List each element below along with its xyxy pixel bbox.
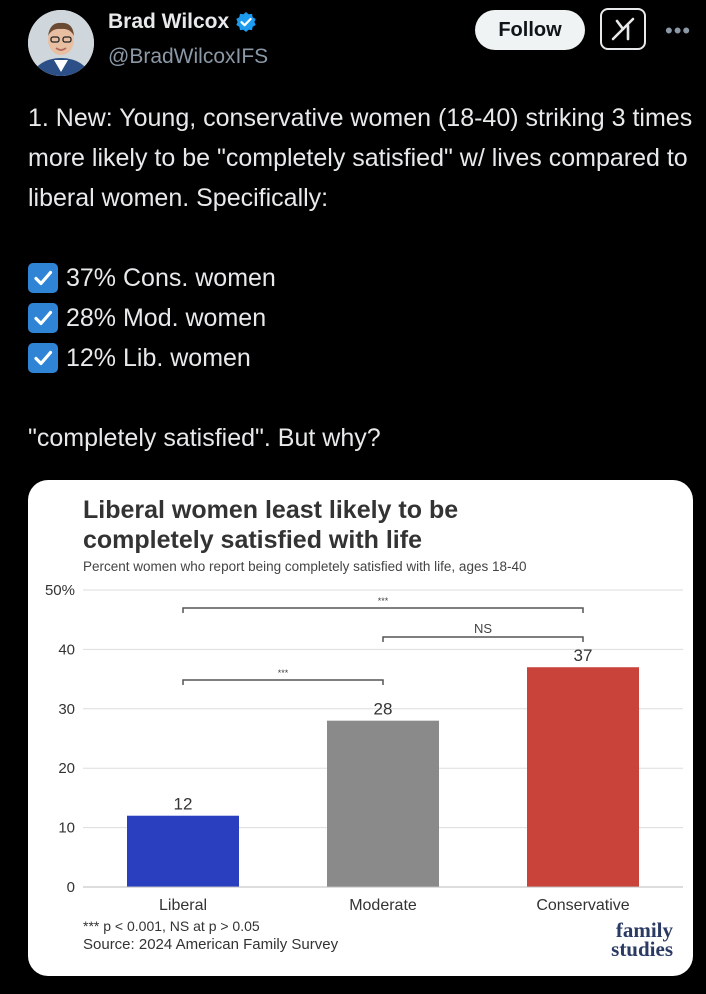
chart-title-line2: completely satisfied with life [83, 526, 422, 554]
logo-line1: family [616, 918, 674, 942]
x-tick-label: Conservative [536, 897, 629, 914]
bar-value-label: 37 [574, 646, 593, 665]
y-tick-label: 20 [58, 760, 75, 777]
x-tick-label: Moderate [349, 897, 417, 914]
check-item: 28% Mod. women [28, 298, 698, 338]
more-options-icon[interactable]: ••• [665, 18, 692, 43]
verified-badge-icon [235, 11, 257, 33]
logo-line2: studies [611, 937, 673, 961]
author-name-row: Brad Wilcox [108, 10, 257, 34]
significance-label: *** [278, 668, 289, 678]
significance-bracket [182, 607, 584, 613]
checkmark-icon [28, 343, 58, 373]
author-handle[interactable]: @BradWilcoxIFS [108, 45, 269, 68]
check-item-text: 37% Cons. women [66, 264, 276, 292]
check-item: 37% Cons. women [28, 258, 698, 298]
bar-liberal [127, 815, 239, 887]
checkmark-icon [28, 303, 58, 333]
tweet-paragraph: 1. New: Young, conservative women (18-40… [28, 104, 693, 212]
significance-label: NS [474, 621, 492, 636]
y-tick-label: 40 [58, 641, 75, 658]
chart-footnote: *** p < 0.001, NS at p > 0.05 [83, 918, 260, 934]
tweet-closing: "completely satisfied". But why? [28, 424, 381, 452]
follow-button[interactable]: Follow [475, 10, 585, 50]
check-item-text: 12% Lib. women [66, 344, 251, 372]
bar-conservative [527, 667, 639, 887]
bar-moderate [327, 720, 439, 887]
y-tick-label: 30 [58, 701, 75, 718]
bar-value-label: 12 [174, 795, 193, 814]
display-name[interactable]: Brad Wilcox [108, 10, 230, 33]
tweet-body: 1. New: Young, conservative women (18-40… [28, 98, 698, 458]
chart-subtitle: Percent women who report being completel… [83, 559, 526, 574]
check-item: 12% Lib. women [28, 338, 698, 378]
grok-icon[interactable] [600, 8, 646, 50]
chart-image[interactable]: Liberal women least likely to be complet… [28, 480, 693, 976]
bar-value-label: 28 [374, 700, 393, 719]
x-tick-label: Liberal [159, 897, 207, 914]
significance-bracket [182, 679, 384, 685]
significance-label: *** [378, 596, 389, 606]
checkmark-icon [28, 263, 58, 293]
significance-bracket [382, 636, 584, 642]
y-tick-label: 0 [67, 879, 75, 896]
bar-chart: Liberal women least likely to be complet… [45, 496, 683, 961]
avatar[interactable] [28, 10, 94, 76]
tweet-header: Brad Wilcox @BradWilcoxIFS Follow ••• [0, 0, 706, 90]
check-item-text: 28% Mod. women [66, 304, 267, 332]
y-tick-label: 50% [45, 582, 75, 599]
y-tick-label: 10 [58, 820, 75, 837]
chart-source: Source: 2024 American Family Survey [83, 936, 339, 953]
chart-title-line1: Liberal women least likely to be [83, 496, 458, 524]
